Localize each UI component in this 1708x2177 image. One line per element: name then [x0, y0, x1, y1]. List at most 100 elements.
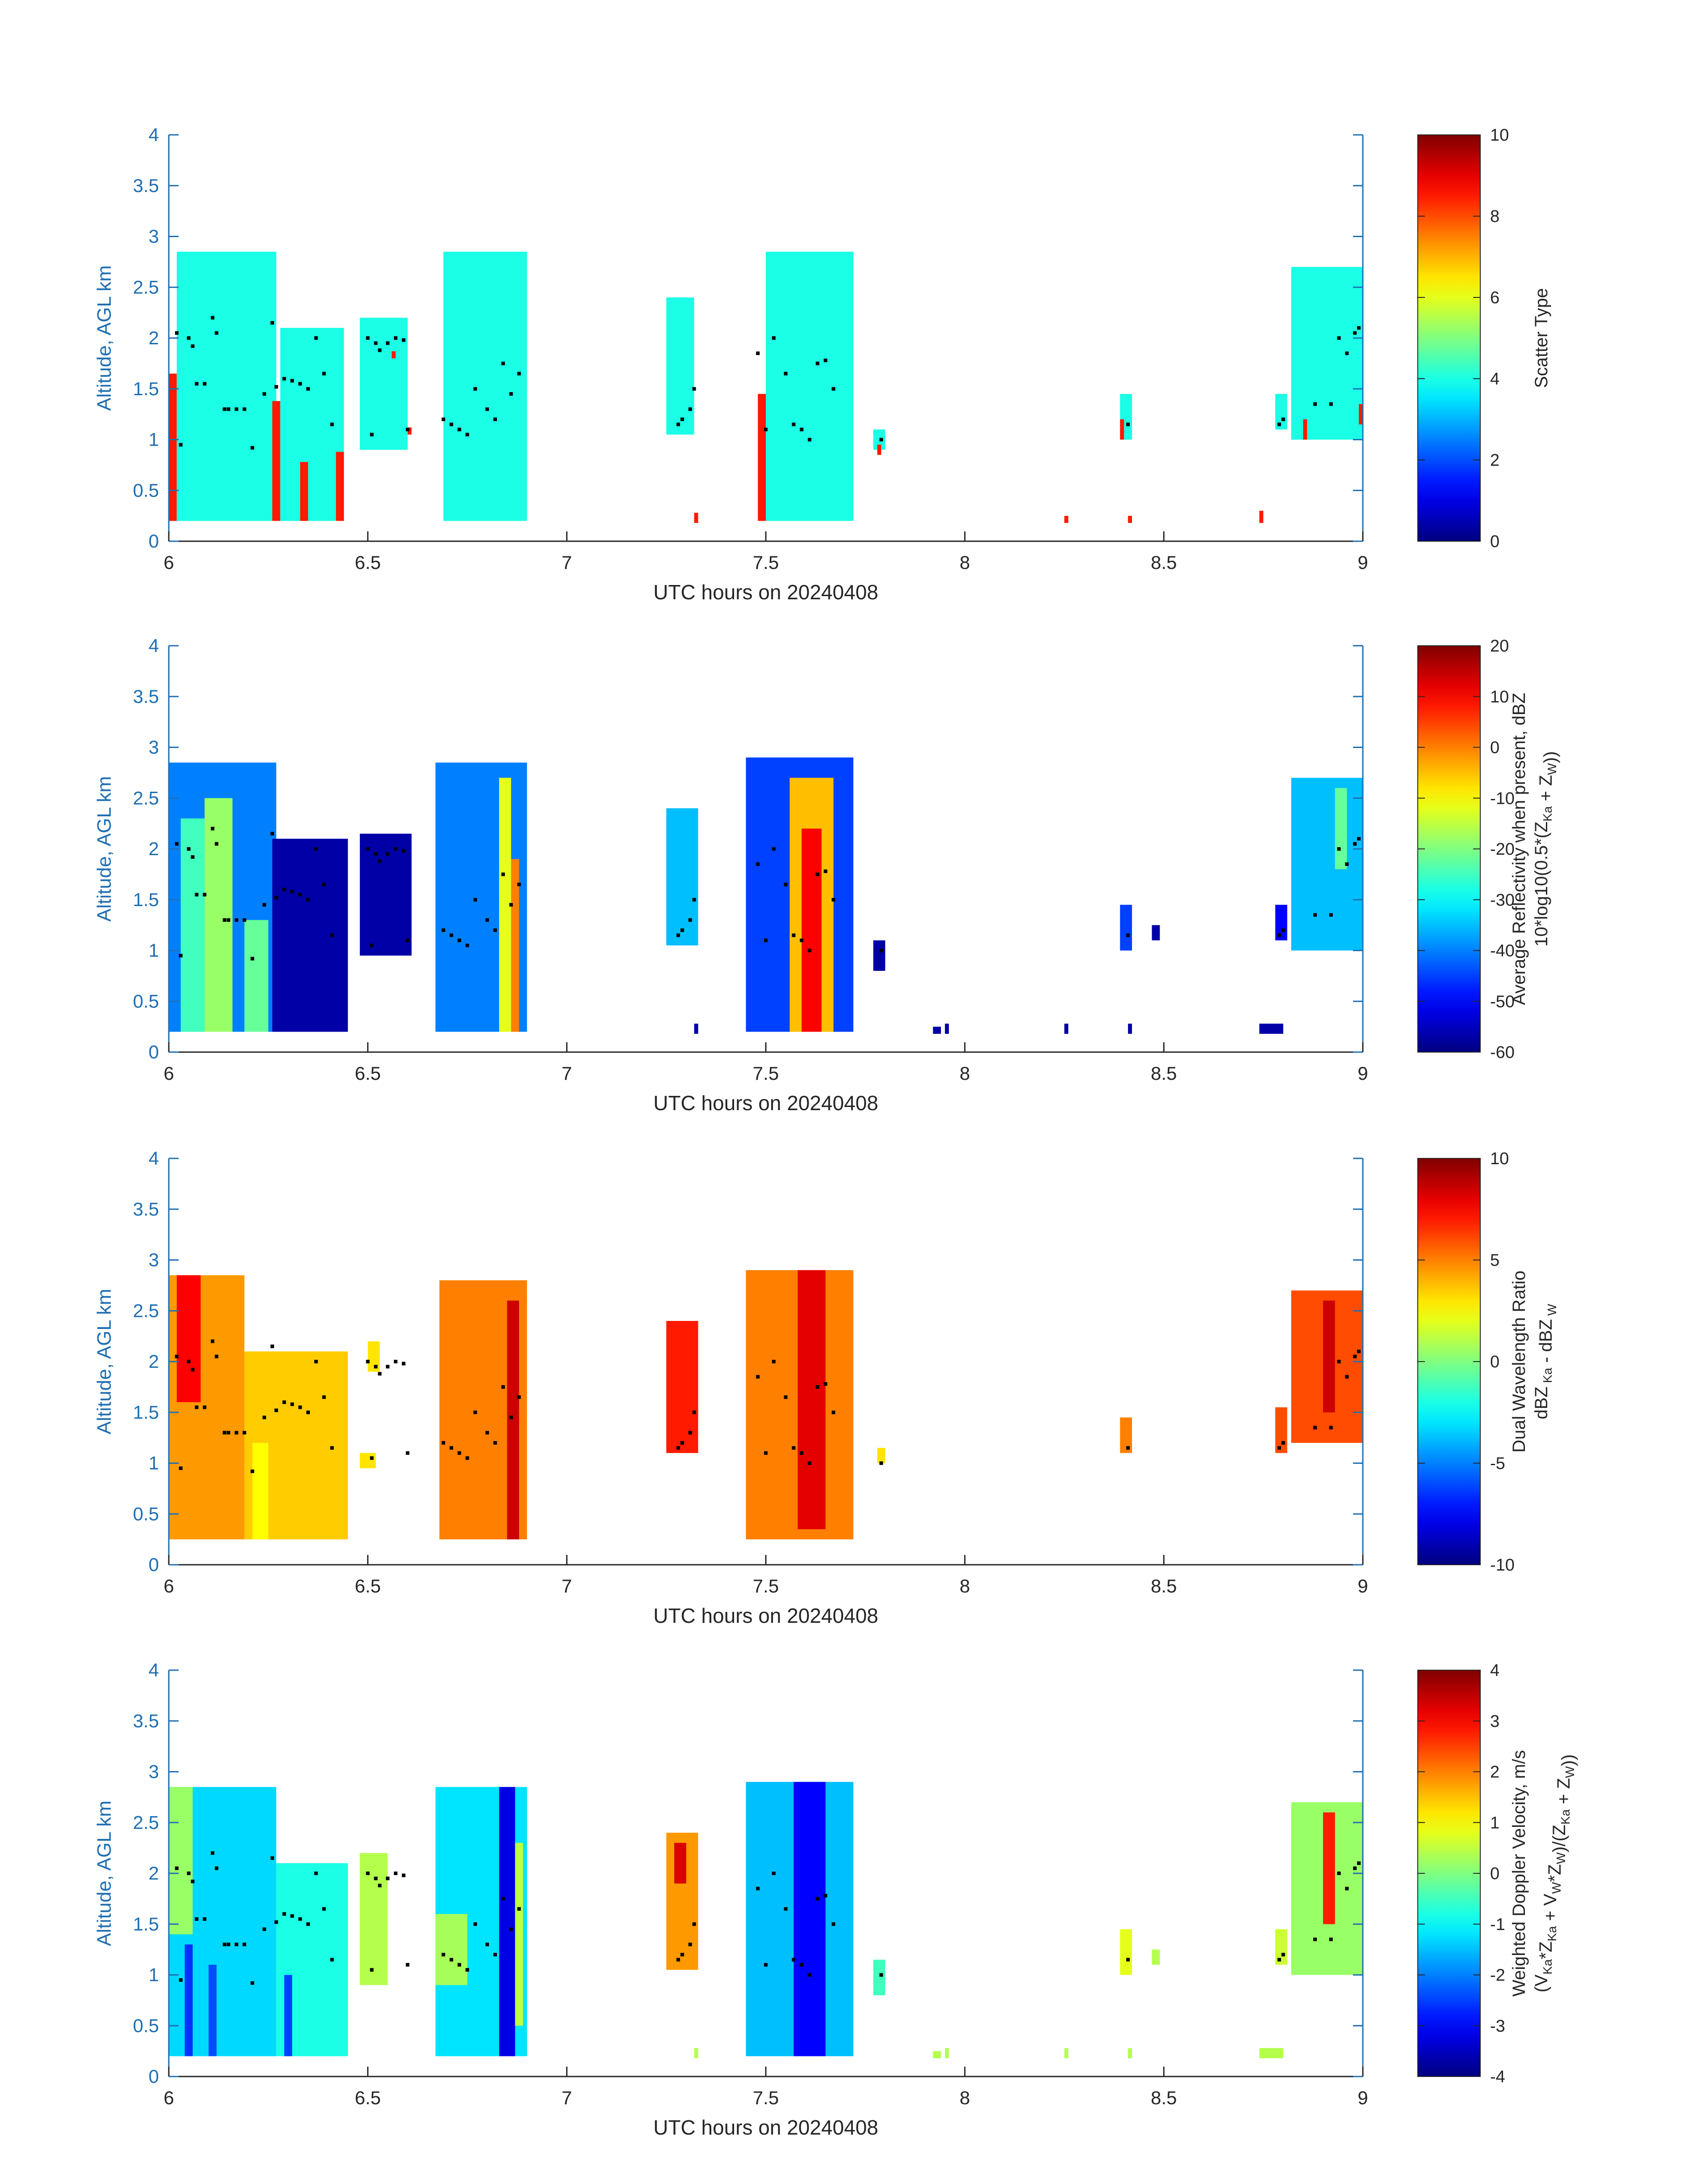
colorbar: 0 2 4 6 8 10 Scatter Type [1417, 126, 1551, 551]
colorbar-gradient [1417, 134, 1481, 542]
marker-point [764, 1963, 768, 1967]
marker-point [493, 418, 497, 421]
marker-point [187, 1872, 191, 1875]
marker-point [401, 1873, 405, 1877]
y-tick-label: 2.5 [133, 276, 159, 297]
marker-point [214, 1866, 218, 1870]
marker-point [222, 1943, 226, 1947]
colorbar-tick-label: 0 [1490, 739, 1499, 757]
colorbar-tick-label: 1 [1490, 1813, 1499, 1832]
heatmap-cell [176, 251, 276, 521]
colorbar-tick-label: 10 [1490, 1149, 1509, 1168]
marker-point [366, 336, 370, 340]
marker-point [1313, 402, 1317, 406]
colorbar: -60 -50 -40 -30 -20 -10 0 10 20 Average Reflectiv… [1417, 637, 1560, 1062]
colorbar-tick-label: 10 [1490, 688, 1509, 706]
y-tick-label: 4 [149, 1148, 159, 1169]
marker-point [214, 331, 218, 335]
heatmap-cell [507, 1300, 519, 1540]
marker-point [175, 842, 179, 846]
marker-point [306, 1922, 310, 1926]
heatmap-cell [280, 328, 344, 521]
marker-point [831, 898, 835, 902]
colorbar-tick-label: -20 [1490, 840, 1515, 859]
colorbar-tick-label: 6 [1490, 288, 1499, 307]
y-tick-label: 3 [149, 1761, 159, 1782]
marker-point [823, 1894, 827, 1898]
colorbar-label: Dual Wavelength Ratio [1509, 1270, 1529, 1453]
heatmap-cell [499, 777, 511, 1032]
x-tick-label: 8.5 [1151, 552, 1177, 573]
colorbar-tick-label: -10 [1490, 1556, 1515, 1575]
x-tick-label: 8 [960, 1575, 970, 1596]
marker-point [242, 1943, 246, 1947]
heatmap-cell [873, 940, 885, 971]
x-tick-label: 8.5 [1151, 1063, 1177, 1084]
marker-point [1281, 418, 1285, 421]
marker-point [322, 372, 326, 376]
heatmap-cell [1259, 2048, 1283, 2059]
marker-point [282, 377, 286, 380]
marker-point [386, 1876, 390, 1880]
marker-point [473, 1410, 477, 1414]
marker-point [203, 893, 207, 897]
marker-point [234, 1431, 238, 1435]
marker-point [1345, 1887, 1349, 1891]
x-tick-label: 9 [1357, 2087, 1368, 2108]
marker-point [222, 407, 226, 411]
x-axis-label: UTC hours on 20240408 [653, 1091, 878, 1115]
marker-point [366, 1360, 370, 1363]
colorbar-tick-label: 0 [1490, 1864, 1499, 1883]
heatmap-cell [666, 1321, 698, 1453]
marker-point [306, 387, 310, 391]
marker-point [394, 1872, 398, 1875]
marker-point [879, 949, 883, 953]
marker-point [1345, 1375, 1349, 1379]
x-tick-label: 8 [960, 2087, 970, 2108]
marker-point [401, 1362, 405, 1366]
marker-point [676, 1958, 680, 1962]
x-tick-label: 8 [960, 552, 970, 573]
colorbar-tick-label: 20 [1490, 637, 1509, 656]
marker-point [251, 957, 255, 961]
y-tick-label: 1.5 [133, 1914, 159, 1935]
marker-point [756, 1375, 760, 1379]
marker-point [370, 944, 374, 948]
heatmap-cell [1335, 788, 1347, 869]
marker-point [756, 351, 760, 355]
y-tick-label: 1 [149, 1453, 159, 1474]
x-tick-label: 6 [163, 1063, 174, 1084]
heatmap-cell [1152, 1949, 1160, 1965]
marker-point [262, 1416, 266, 1420]
marker-point [879, 1461, 883, 1465]
marker-point [1313, 1425, 1317, 1429]
marker-point [680, 928, 684, 932]
marker-point [831, 1922, 835, 1926]
heatmap-cell [1323, 1300, 1335, 1412]
marker-point [815, 872, 819, 876]
heatmap-cell [674, 1843, 686, 1884]
marker-point [692, 1922, 696, 1926]
heatmap-cell [284, 1975, 292, 2056]
y-tick-label: 3 [149, 226, 159, 247]
heatmap-cell [169, 1787, 193, 1935]
marker-points [175, 1851, 1361, 1985]
marker-point [270, 321, 274, 325]
y-axis-label: Altitude, AGL km [93, 1801, 115, 1946]
heatmap-cell [1064, 1024, 1069, 1034]
marker-point [211, 1339, 215, 1343]
marker-point [191, 344, 195, 348]
marker-point [306, 898, 310, 902]
marker-point [298, 382, 302, 386]
marker-point [191, 1368, 195, 1372]
x-axis-label: UTC hours on 20240408 [653, 1604, 878, 1627]
marker-point [1345, 862, 1349, 866]
marker-point [175, 1866, 179, 1870]
marker-point [815, 1897, 819, 1901]
y-tick-label: 0.5 [133, 2015, 159, 2036]
marker-point [800, 427, 804, 431]
marker-point [442, 1953, 446, 1956]
marker-point [211, 827, 215, 831]
marker-point [330, 933, 334, 937]
marker-point [270, 1856, 274, 1860]
